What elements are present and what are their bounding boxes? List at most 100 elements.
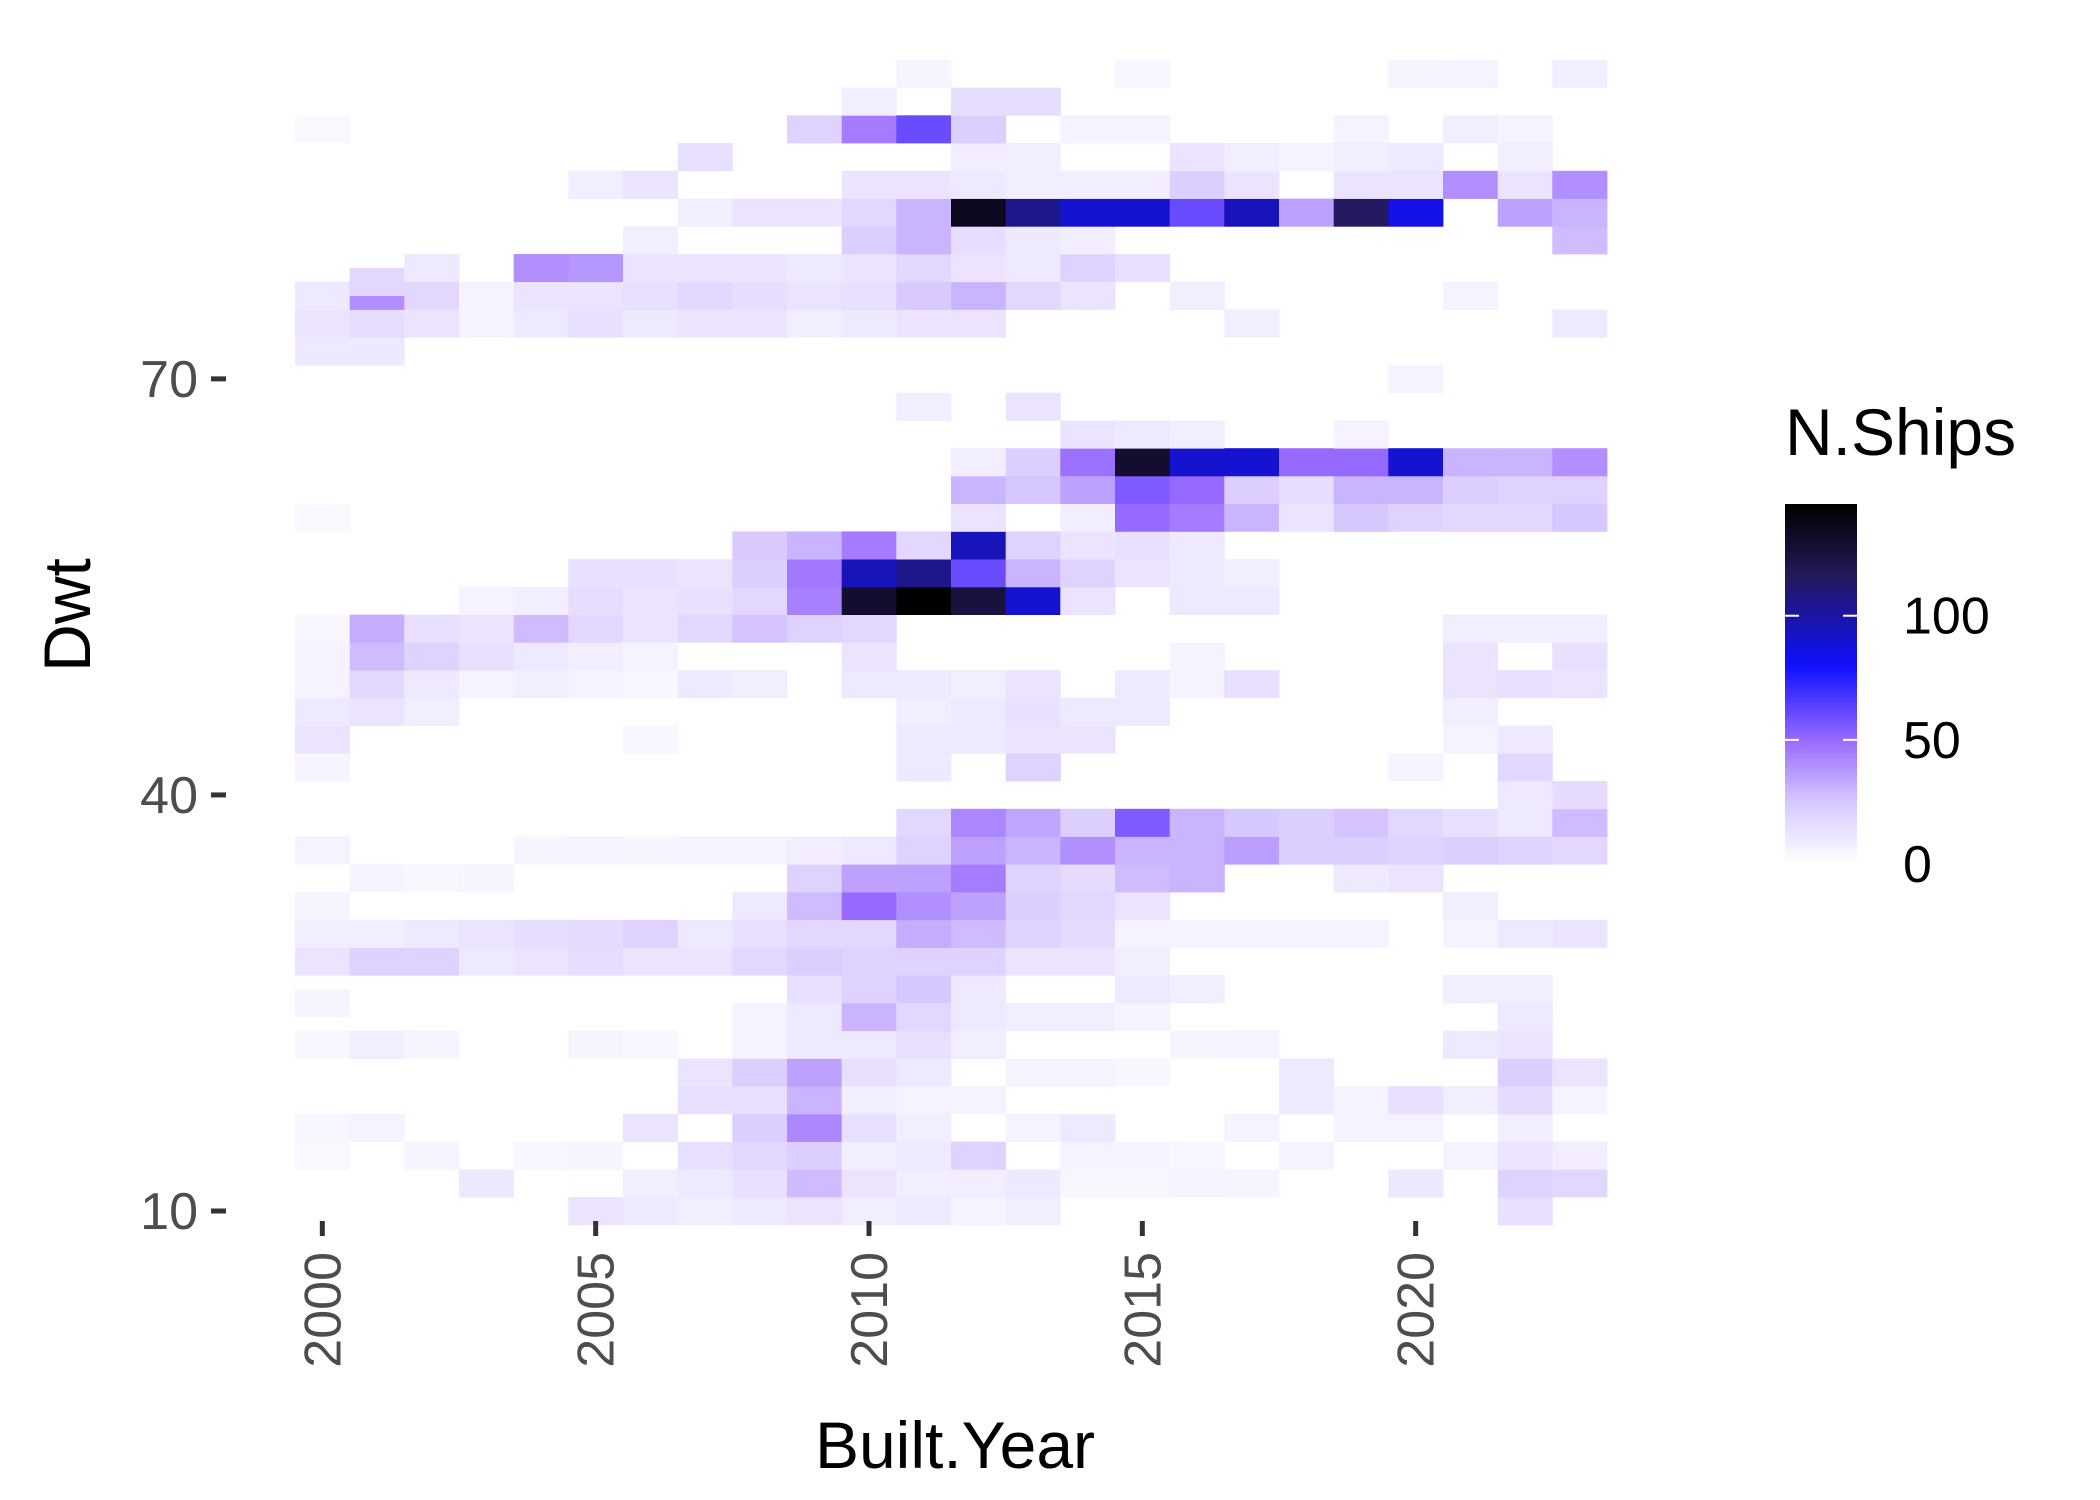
heatmap-cell bbox=[951, 559, 1007, 588]
heatmap-cell bbox=[513, 670, 569, 699]
heatmap-cell bbox=[896, 725, 952, 754]
heatmap-cell bbox=[1115, 1141, 1171, 1170]
heatmap-cell bbox=[896, 1003, 952, 1032]
heatmap-cell bbox=[295, 642, 351, 671]
heatmap-cell bbox=[1060, 475, 1116, 504]
heatmap-cell bbox=[896, 226, 952, 255]
heatmap-cell bbox=[1005, 143, 1061, 172]
heatmap-cell bbox=[1552, 670, 1608, 699]
heatmap-cell bbox=[841, 1086, 897, 1115]
axes: 10 40 70 2000 2005 2010 2015 2020 Built.Year D… bbox=[30, 351, 1446, 1482]
heatmap-cell bbox=[568, 170, 624, 199]
heatmap-cell bbox=[349, 919, 405, 948]
heatmap-cell bbox=[349, 642, 405, 671]
heatmap-cell bbox=[1169, 975, 1225, 1004]
heatmap-cell bbox=[1552, 781, 1608, 810]
heatmap-cell bbox=[295, 614, 351, 643]
heatmap-cell bbox=[1552, 226, 1608, 255]
heatmap-cell bbox=[295, 989, 351, 1018]
heatmap-cell bbox=[787, 614, 843, 643]
heatmap-cell bbox=[1333, 919, 1389, 948]
heatmap-cell bbox=[951, 808, 1007, 837]
heatmap-cell bbox=[1497, 781, 1553, 810]
y-tick-label: 70 bbox=[140, 351, 198, 409]
heatmap-cell bbox=[1005, 919, 1061, 948]
legend: N.Ships 0 50 100 bbox=[1785, 395, 2016, 894]
heatmap-cell bbox=[896, 254, 952, 283]
heatmap-cell bbox=[1279, 1058, 1335, 1087]
heatmap-cell bbox=[841, 281, 897, 310]
heatmap-cell bbox=[841, 1169, 897, 1198]
heatmap-cell bbox=[1333, 448, 1389, 477]
heatmap-cell bbox=[951, 475, 1007, 504]
heatmap-cell bbox=[568, 1141, 624, 1170]
heatmap-cell bbox=[295, 309, 351, 338]
heatmap-cell bbox=[1005, 670, 1061, 699]
heatmap-cell bbox=[1115, 697, 1171, 726]
heatmap-cell bbox=[1060, 836, 1116, 865]
heatmap-cell bbox=[568, 309, 624, 338]
heatmap-cell bbox=[732, 1030, 788, 1059]
y-axis-ticks: 10 40 70 bbox=[140, 351, 226, 1241]
heatmap-cell bbox=[1224, 586, 1280, 615]
heatmap-cell bbox=[1443, 1141, 1499, 1170]
heatmap-cell bbox=[951, 975, 1007, 1004]
heatmap-cell bbox=[1497, 475, 1553, 504]
heatmap-cell bbox=[513, 614, 569, 643]
heatmap-cell bbox=[1279, 475, 1335, 504]
heatmap-cell bbox=[1443, 836, 1499, 865]
heatmap-cell bbox=[1388, 753, 1444, 782]
heatmap-cell bbox=[1552, 642, 1608, 671]
heatmap-cell bbox=[295, 115, 351, 144]
heatmap-cell bbox=[677, 309, 733, 338]
heatmap-cell bbox=[1060, 1141, 1116, 1170]
heatmap-cell bbox=[1115, 670, 1171, 699]
heatmap-cell bbox=[1333, 864, 1389, 893]
legend-colorbar bbox=[1785, 504, 1857, 864]
heatmap-cell bbox=[1005, 226, 1061, 255]
heatmap-cell bbox=[787, 559, 843, 588]
heatmap-cell bbox=[459, 919, 515, 948]
heatmap-cell bbox=[951, 1003, 1007, 1032]
heatmap-cell bbox=[896, 170, 952, 199]
heatmap-cell bbox=[1552, 614, 1608, 643]
heatmap-cell bbox=[896, 559, 952, 588]
heatmap-cell bbox=[1005, 697, 1061, 726]
heatmap-cell bbox=[787, 864, 843, 893]
heatmap-cell bbox=[1115, 1169, 1171, 1198]
heatmap-cell bbox=[951, 1086, 1007, 1115]
heatmap-cell bbox=[568, 670, 624, 699]
heatmap-cell bbox=[295, 836, 351, 865]
heatmap-cell bbox=[513, 586, 569, 615]
heatmap-cell bbox=[1333, 503, 1389, 532]
heatmap-cell bbox=[623, 226, 679, 255]
heatmap-cell bbox=[404, 1030, 460, 1059]
heatmap-cell bbox=[896, 753, 952, 782]
heatmap-cell bbox=[732, 1169, 788, 1198]
heatmap-cell bbox=[896, 1086, 952, 1115]
heatmap-cell bbox=[896, 59, 952, 88]
heatmap-cell bbox=[841, 1030, 897, 1059]
heatmap-cell bbox=[841, 531, 897, 560]
heatmap-cell bbox=[295, 1030, 351, 1059]
heatmap-cell bbox=[787, 281, 843, 310]
heatmap-cell bbox=[896, 1058, 952, 1087]
heatmap-cell bbox=[732, 1058, 788, 1087]
heatmap-cell bbox=[896, 198, 952, 227]
heatmap-cell bbox=[349, 267, 405, 296]
heatmap-cell bbox=[1224, 919, 1280, 948]
heatmap-cell bbox=[1552, 1169, 1608, 1198]
heatmap-cell bbox=[787, 1169, 843, 1198]
heatmap-cell bbox=[732, 1141, 788, 1170]
heatmap-cell bbox=[568, 642, 624, 671]
heatmap-cell bbox=[732, 614, 788, 643]
heatmap-cell bbox=[1333, 1113, 1389, 1142]
heatmap-cell bbox=[1497, 975, 1553, 1004]
heatmap-cell bbox=[1115, 836, 1171, 865]
heatmap-cell bbox=[1497, 1169, 1553, 1198]
heatmap-cell bbox=[1169, 198, 1225, 227]
heatmap-cell bbox=[513, 1141, 569, 1170]
heatmap-cell bbox=[1169, 281, 1225, 310]
heatmap-cell bbox=[1443, 281, 1499, 310]
heatmap-cell bbox=[568, 559, 624, 588]
